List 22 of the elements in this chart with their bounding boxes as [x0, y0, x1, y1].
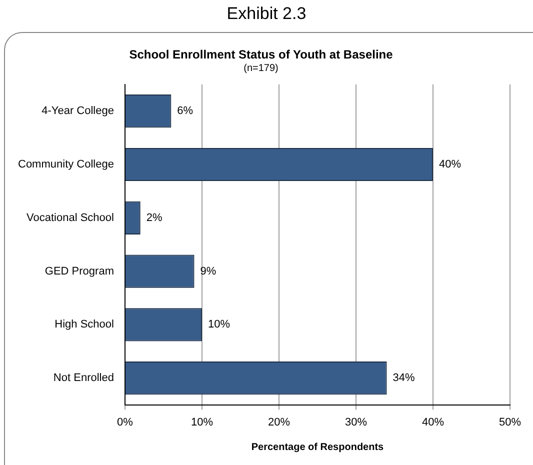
- text: Exhibit 2.3: [226, 4, 308, 24]
- x-tick-label: 50%: [498, 416, 522, 428]
- data-label: 2%: [146, 212, 162, 224]
- data-label: 34%: [392, 372, 416, 384]
- data-label: 40%: [438, 158, 462, 171]
- x-tick-label: 40%: [422, 416, 444, 428]
- data-label: 9%: [200, 265, 216, 278]
- y-tick-label: Not Enrolled: [53, 372, 114, 384]
- data-label: 10%: [208, 318, 230, 331]
- y-tick-label: GED Program: [44, 265, 114, 278]
- chart-title: School Enrollment Status of Youth at Baseline: [129, 48, 394, 62]
- y-tick-label: 4-Year College: [42, 105, 114, 118]
- x-tick-label: 20%: [268, 416, 290, 428]
- x-tick-label: 0%: [117, 416, 134, 428]
- data-label: 6%: [177, 105, 194, 118]
- y-tick-label: Community College: [18, 158, 114, 171]
- x-tick-label: 10%: [190, 416, 214, 428]
- x-axis-title: Percentage of Respondents: [251, 442, 384, 453]
- y-tick-label: High School: [54, 318, 114, 331]
- y-tick-label: Vocational School: [26, 212, 114, 224]
- chart-subtitle: (n=179): [244, 63, 278, 74]
- x-tick-label: 30%: [344, 416, 368, 428]
